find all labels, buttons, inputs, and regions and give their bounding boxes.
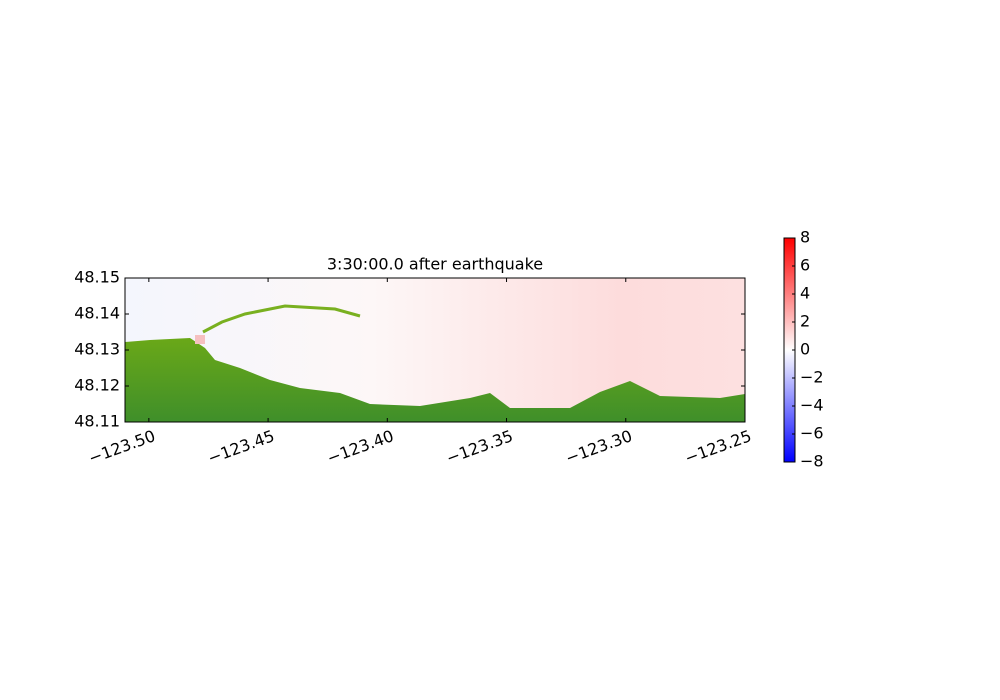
colorbar-tick-label: −2 xyxy=(800,368,824,387)
x-tick-label: −123.50 xyxy=(86,426,158,468)
y-tick-label: 48.12 xyxy=(74,376,120,395)
colorbar-tick-label: 2 xyxy=(800,312,810,331)
x-tick-label: −123.35 xyxy=(444,426,516,468)
colorbar-tick-label: −8 xyxy=(800,452,824,471)
y-tick-label: 48.15 xyxy=(74,268,120,287)
colorbar-tick-label: 0 xyxy=(800,340,810,359)
colorbar-tick-label: 8 xyxy=(800,228,810,247)
patch xyxy=(195,335,205,344)
y-tick-label: 48.14 xyxy=(74,304,120,323)
x-tick-label: −123.30 xyxy=(563,426,635,468)
y-tick-label: 48.13 xyxy=(74,340,120,359)
colorbar-tick-label: −4 xyxy=(800,396,824,415)
x-tick-label: −123.25 xyxy=(682,426,754,468)
colorbar-tick-label: 6 xyxy=(800,256,810,275)
land xyxy=(125,338,745,422)
colorbar-tick-label: −6 xyxy=(800,424,824,443)
colorbar-tick-label: 4 xyxy=(800,284,810,303)
spit xyxy=(202,304,361,334)
x-tick-label: −123.45 xyxy=(205,426,277,468)
y-tick-label: 48.11 xyxy=(74,412,120,431)
chart-title: 3:30:00.0 after earthquake xyxy=(327,255,543,274)
x-tick-label: −123.40 xyxy=(325,426,397,468)
